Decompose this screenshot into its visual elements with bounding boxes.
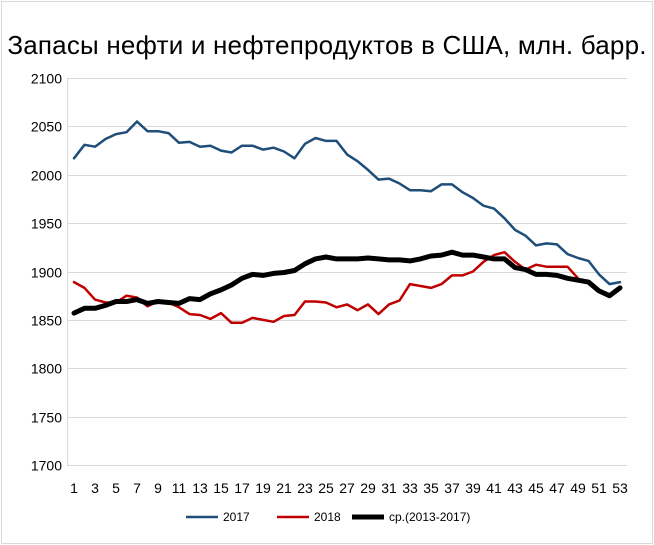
y-tick-label: 1700	[31, 458, 62, 474]
x-tick-label: 9	[154, 480, 162, 496]
gridlines	[67, 78, 627, 466]
x-tick-label: 53	[612, 480, 628, 496]
x-tick-label: 7	[133, 480, 141, 496]
x-tick-label: 37	[444, 480, 460, 496]
legend: 2017 2018 ср.(2013-2017)	[186, 510, 470, 524]
y-tick-label: 1750	[31, 410, 62, 426]
x-tick-label: 51	[591, 480, 607, 496]
x-tick-label: 5	[112, 480, 120, 496]
x-tick-label: 49	[570, 480, 586, 496]
legend-label: 2018	[314, 510, 341, 524]
x-tick-label: 11	[172, 480, 187, 496]
x-tick-label: 15	[213, 480, 229, 496]
series-line-2017	[72, 120, 622, 286]
x-tick-label: 17	[234, 480, 250, 496]
x-tick-label: 35	[423, 480, 439, 496]
x-tick-label: 13	[192, 480, 208, 496]
x-tick-label: 1	[70, 480, 78, 496]
x-tick-label: 31	[381, 480, 397, 496]
x-tick-label: 21	[276, 480, 292, 496]
x-tick-label: 25	[318, 480, 334, 496]
x-axis-tick-labels: 1 3 5 7 9 11 13 15 17 19 21 23 25 27 29 31 33 35 37 39 41 43 4…	[70, 480, 628, 496]
x-tick-label: 29	[360, 480, 376, 496]
x-tick-label: 43	[507, 480, 523, 496]
x-tick-label: 19	[255, 480, 271, 496]
legend-label: 2017	[223, 510, 250, 524]
x-tick-label: 23	[297, 480, 313, 496]
x-tick-label: 45	[528, 480, 544, 496]
x-tick-label: 39	[465, 480, 481, 496]
y-axis-tick-labels: 1700 1750 1800 1850 1900 1950 2000 2050 2100	[31, 71, 62, 474]
y-tick-label: 2100	[31, 71, 62, 87]
y-tick-label: 1850	[31, 313, 62, 329]
y-tick-label: 1950	[31, 216, 62, 232]
x-tick-label: 3	[91, 480, 99, 496]
series-lines	[71, 120, 623, 325]
series-line-ср.(2013-2017)	[71, 249, 623, 316]
x-tick-label: 33	[402, 480, 418, 496]
y-tick-label: 1900	[31, 265, 62, 281]
y-tick-label: 1800	[31, 361, 62, 377]
y-tick-label: 2000	[31, 168, 62, 184]
x-tick-label: 41	[486, 480, 502, 496]
chart-title: Запасы нефти и нефтепродуктов в США, млн…	[7, 30, 647, 60]
y-tick-label: 2050	[31, 119, 62, 135]
x-tick-label: 47	[549, 480, 565, 496]
legend-label: ср.(2013-2017)	[389, 510, 470, 524]
series-line-2018	[72, 250, 580, 325]
x-tick-label: 27	[339, 480, 355, 496]
